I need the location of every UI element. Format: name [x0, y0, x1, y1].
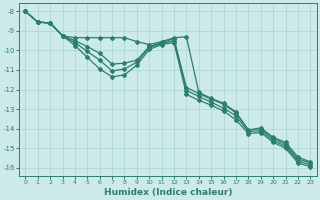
- X-axis label: Humidex (Indice chaleur): Humidex (Indice chaleur): [104, 188, 232, 197]
